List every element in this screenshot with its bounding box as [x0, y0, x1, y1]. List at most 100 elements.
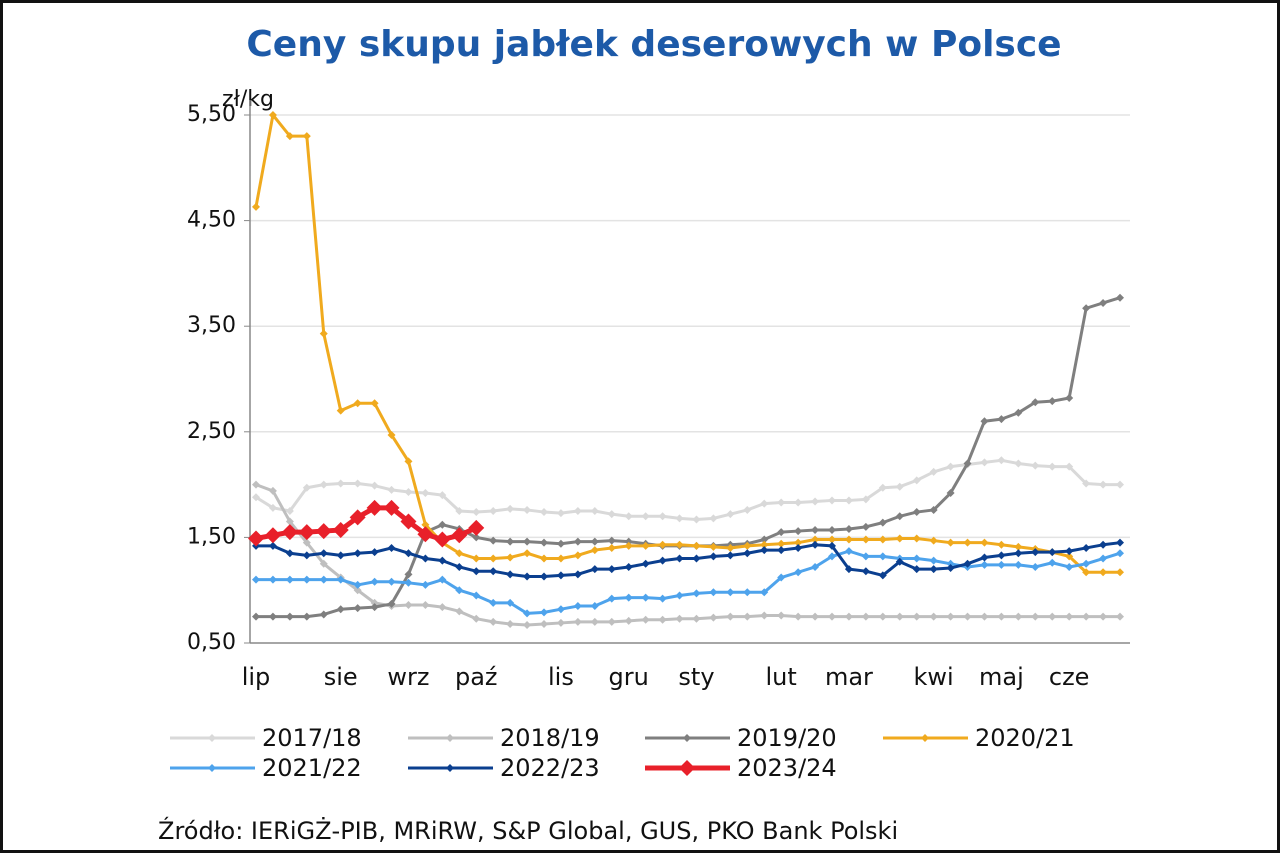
point-marker — [1065, 394, 1074, 403]
point-marker — [1099, 480, 1108, 489]
x-tick-label: lis — [548, 663, 574, 691]
point-marker — [540, 572, 548, 581]
point-marker — [777, 498, 786, 507]
point-marker — [929, 505, 938, 514]
point-marker — [1031, 398, 1040, 407]
point-marker — [777, 573, 786, 582]
legend-marker — [446, 734, 454, 742]
x-tick-label: gru — [609, 663, 649, 691]
point-marker — [252, 480, 260, 489]
point-marker — [692, 515, 701, 524]
point-marker — [319, 610, 328, 619]
source-note: Źródło: IERiGŻ-PIB, MRiRW, S&P Global, G… — [158, 816, 898, 845]
point-marker — [556, 618, 565, 627]
point-marker — [573, 537, 582, 546]
point-marker — [624, 512, 633, 521]
point-marker — [590, 537, 599, 546]
point-marker — [1065, 547, 1074, 556]
point-marker — [590, 602, 599, 611]
point-marker — [523, 621, 532, 630]
point-marker — [472, 567, 481, 576]
legend-marker — [208, 764, 216, 772]
y-tick-label: 0,50 — [187, 630, 236, 655]
point-marker — [692, 614, 701, 623]
point-marker — [438, 575, 447, 584]
point-marker — [1099, 540, 1108, 549]
point-marker — [794, 612, 803, 621]
point-marker — [895, 512, 904, 521]
point-marker — [387, 430, 396, 439]
point-marker — [400, 513, 417, 530]
point-marker — [455, 507, 464, 515]
point-marker — [489, 567, 498, 576]
point-marker — [1048, 397, 1057, 406]
point-marker — [811, 535, 820, 544]
point-marker — [298, 524, 315, 541]
point-marker — [861, 567, 870, 576]
point-marker — [268, 503, 277, 512]
point-marker — [997, 551, 1006, 560]
point-marker — [607, 594, 616, 603]
point-marker — [455, 586, 464, 595]
point-marker — [709, 514, 718, 523]
point-marker — [434, 531, 451, 548]
legend-label: 2019/20 — [737, 724, 837, 752]
x-tick-label: sty — [678, 663, 714, 691]
point-marker — [556, 605, 565, 614]
point-marker — [607, 510, 616, 519]
point-marker — [1031, 612, 1040, 621]
point-marker — [506, 504, 515, 513]
point-marker — [709, 542, 718, 551]
series-line — [255, 483, 1120, 627]
point-marker — [573, 617, 582, 626]
point-marker — [878, 535, 887, 544]
point-marker — [523, 505, 532, 514]
point-marker — [1099, 298, 1108, 307]
point-marker — [540, 554, 548, 563]
point-marker — [946, 564, 955, 573]
point-marker — [556, 554, 565, 563]
point-marker — [404, 578, 413, 587]
point-marker — [268, 575, 277, 584]
x-tick-label: mar — [825, 663, 873, 691]
point-marker — [641, 541, 650, 550]
point-marker — [472, 614, 481, 623]
point-marker — [1031, 548, 1040, 557]
point-marker — [315, 523, 332, 540]
point-marker — [844, 565, 853, 574]
x-tick-label: paź — [455, 663, 498, 691]
point-marker — [404, 570, 413, 579]
point-marker — [1014, 459, 1023, 468]
point-marker — [302, 483, 311, 492]
point-marker — [844, 496, 853, 505]
point-marker — [1065, 462, 1074, 471]
point-marker — [421, 580, 430, 589]
legend-label: 2021/22 — [262, 754, 362, 782]
point-marker — [794, 498, 803, 507]
point-marker — [1116, 612, 1124, 621]
point-marker — [1099, 612, 1108, 621]
point-marker — [1048, 612, 1057, 621]
point-marker — [1082, 568, 1091, 577]
point-marker — [285, 612, 294, 621]
point-marker — [624, 537, 633, 546]
point-marker — [878, 483, 887, 492]
x-tick-label: cze — [1049, 663, 1090, 691]
point-marker — [319, 575, 328, 584]
point-marker — [489, 617, 498, 626]
point-marker — [451, 527, 468, 544]
series-line — [255, 458, 1120, 521]
point-marker — [366, 499, 383, 516]
point-marker — [383, 499, 400, 516]
point-marker — [726, 543, 735, 552]
point-marker — [980, 553, 989, 562]
point-marker — [302, 538, 311, 547]
point-marker — [912, 476, 921, 485]
point-marker — [844, 612, 853, 621]
point-marker — [1116, 293, 1124, 302]
point-marker — [370, 577, 379, 586]
point-marker — [472, 591, 481, 600]
point-marker — [912, 508, 921, 517]
point-marker — [387, 599, 396, 608]
point-marker — [1031, 461, 1040, 470]
